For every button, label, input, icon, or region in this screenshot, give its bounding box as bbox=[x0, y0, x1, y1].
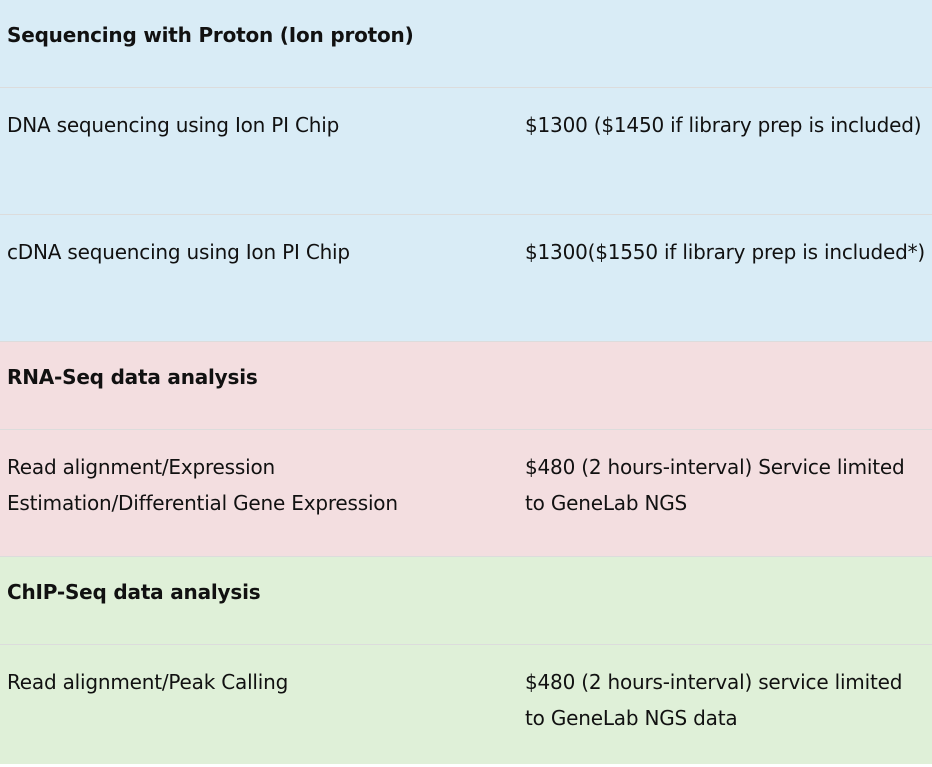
service-price: $480 (2 hours-interval) service limited … bbox=[525, 670, 903, 730]
table-row: Read alignment/Peak Calling $480 (2 hour… bbox=[0, 645, 932, 764]
service-name: Read alignment/Peak Calling bbox=[7, 670, 289, 694]
section-header-chipseq: ChIP-Seq data analysis bbox=[0, 557, 932, 645]
section-title: ChIP-Seq data analysis bbox=[7, 580, 261, 604]
section-title: RNA-Seq data analysis bbox=[7, 365, 258, 389]
section-title: Sequencing with Proton (Ion proton) bbox=[7, 23, 414, 47]
section-header-rnaseq: RNA-Seq data analysis bbox=[0, 342, 932, 430]
service-price: $1300($1550 if library prep is included*… bbox=[525, 240, 925, 264]
service-name: DNA sequencing using Ion PI Chip bbox=[7, 113, 340, 137]
section-header-proton: Sequencing with Proton (Ion proton) bbox=[0, 0, 932, 88]
table-row: cDNA sequencing using Ion PI Chip $1300(… bbox=[0, 215, 932, 342]
service-price: $480 (2 hours-interval) Service limited … bbox=[525, 455, 905, 515]
service-price: $1300 ($1450 if library prep is included… bbox=[525, 113, 922, 137]
table-row: DNA sequencing using Ion PI Chip $1300 (… bbox=[0, 88, 932, 215]
table-row: Read alignment/Expression Estimation/Dif… bbox=[0, 430, 932, 557]
service-name: cDNA sequencing using Ion PI Chip bbox=[7, 240, 350, 264]
service-name: Read alignment/Expression Estimation/Dif… bbox=[7, 455, 398, 515]
